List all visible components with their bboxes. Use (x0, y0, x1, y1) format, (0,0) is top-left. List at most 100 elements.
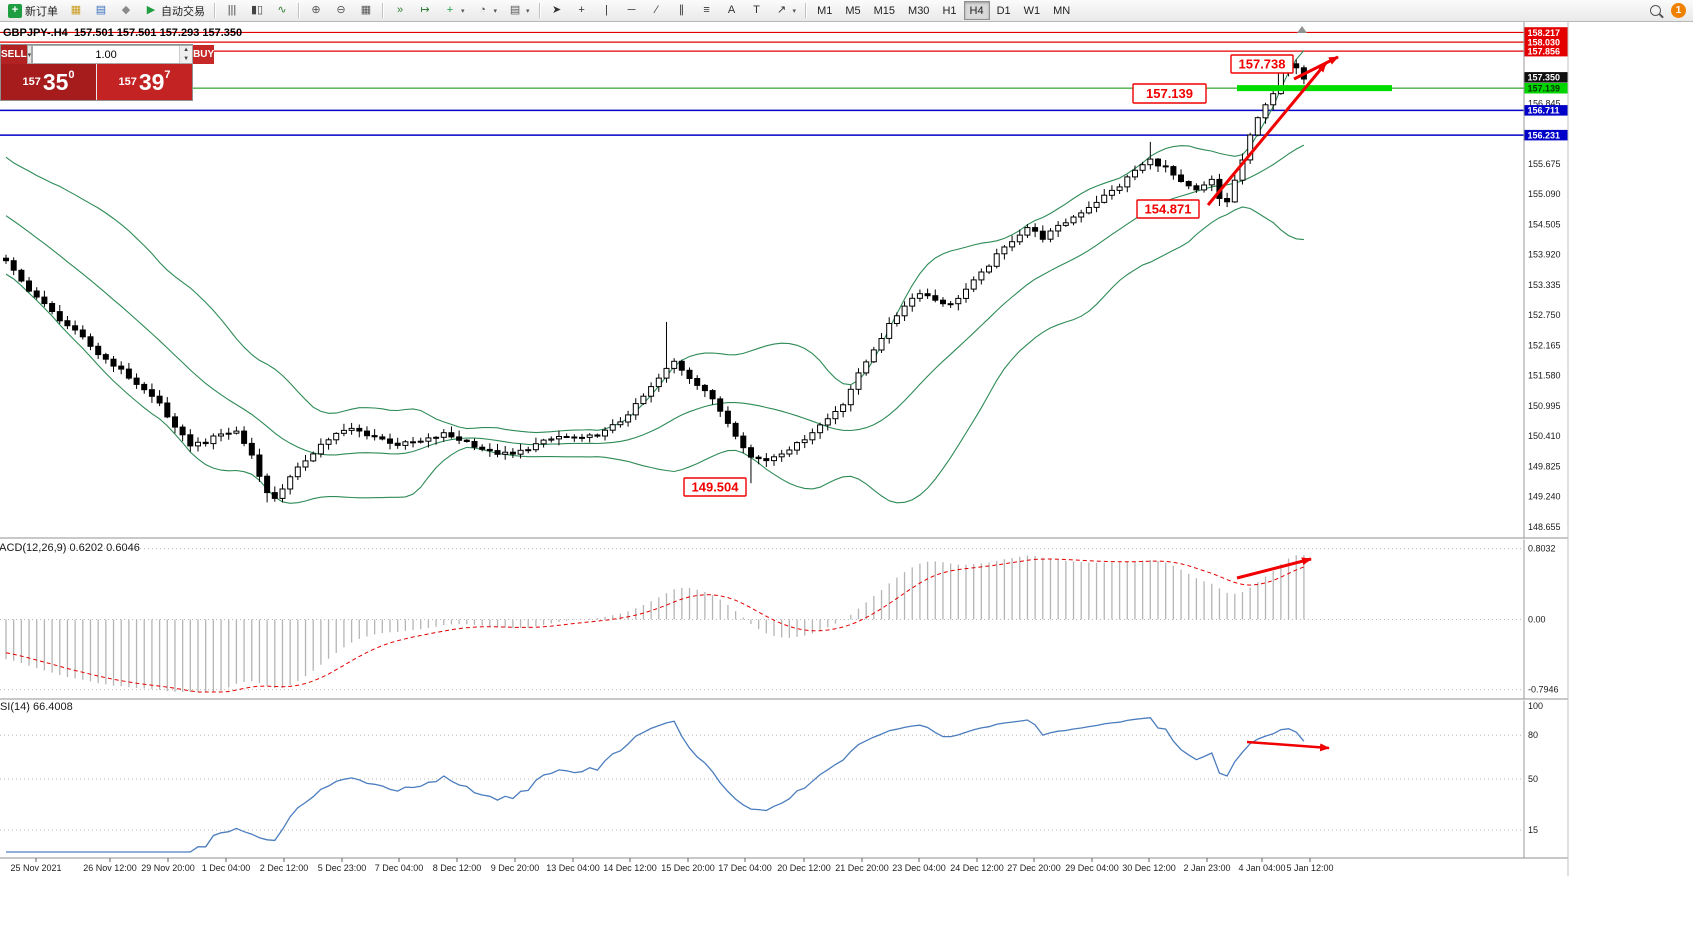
toolbar-separator (538, 3, 541, 18)
auto-trading-button[interactable]: ▶ 自动交易 (139, 1, 210, 20)
macd-indicator-label: MACD(12,26,9) 0.6202 0.6046 (0, 542, 140, 554)
bar-chart-button[interactable]: ||| (220, 1, 244, 20)
volume-input[interactable] (33, 46, 180, 63)
timeframe-w1-button[interactable]: W1 (1018, 1, 1047, 20)
auto-trading-label: 自动交易 (161, 5, 205, 18)
candlesticks (3, 57, 1307, 503)
chart-shift-button[interactable]: ↦ (413, 1, 437, 20)
timeframe-h1-button[interactable]: H1 (936, 1, 962, 20)
svg-text:157.350: 157.350 (1528, 73, 1561, 83)
market-watch-icon: ▦ (70, 4, 82, 16)
toolbar-right-group: 1 (1645, 1, 1690, 20)
notification-badge[interactable]: 1 (1671, 3, 1686, 18)
svg-text:5 Jan 12:00: 5 Jan 12:00 (1286, 863, 1333, 873)
periods-button[interactable]: ◔ ▾ (471, 1, 503, 20)
timeframe-mn-button[interactable]: MN (1047, 1, 1076, 20)
navigator-button[interactable]: ◆ (114, 1, 138, 20)
text-icon: A (727, 4, 736, 16)
svg-text:157.139: 157.139 (1146, 86, 1193, 101)
symbol-period: GBPJPY-.H4 (3, 27, 68, 39)
chart-shift-marker[interactable] (1297, 26, 1307, 33)
macd-name: MACD(12,26,9) (0, 542, 67, 554)
svg-text:0.00: 0.00 (1528, 615, 1546, 625)
trendline-button[interactable]: ∕ (645, 1, 669, 20)
periods-icon: ◔ (479, 4, 486, 16)
buy-price-prefix: 157 (118, 76, 137, 88)
svg-text:4 Jan 04:00: 4 Jan 04:00 (1238, 863, 1285, 873)
navigator-icon: ◆ (121, 4, 131, 16)
svg-text:156.711: 156.711 (1528, 106, 1560, 116)
svg-text:5 Dec 23:00: 5 Dec 23:00 (318, 863, 367, 873)
zoom-out-button[interactable]: ⊖ (329, 1, 353, 20)
svg-text:155.675: 155.675 (1528, 159, 1561, 169)
data-window-button[interactable]: ▤ (89, 1, 113, 20)
buy-button[interactable]: 157 39 7 (97, 64, 192, 100)
buy-price-sup: 7 (164, 69, 171, 81)
svg-text:15 Dec 20:00: 15 Dec 20:00 (661, 863, 715, 873)
one-click-trading-panel: SELL ▾ ▲ ▼ BUY 157 35 0 157 39 7 (0, 44, 215, 101)
timeframe-m1-button[interactable]: M1 (811, 1, 838, 20)
sell-tab[interactable]: SELL (1, 45, 27, 64)
timeframe-m15-button[interactable]: M15 (868, 1, 901, 20)
chevron-down-icon: ▾ (493, 7, 498, 15)
horizontal-line-icon: ─ (627, 4, 636, 16)
price-scale[interactable]: 156.845156.260155.675155.090154.505153.9… (1523, 22, 1568, 858)
timeframe-d1-button[interactable]: D1 (991, 1, 1017, 20)
buy-tab[interactable]: BUY (193, 45, 215, 64)
equidistant-channel-button[interactable]: ∥ (670, 1, 694, 20)
horizontal-lines[interactable] (0, 31, 1524, 136)
timeframe-h4-button[interactable]: H4 (963, 1, 990, 20)
timeframe-m5-button[interactable]: M5 (839, 1, 866, 20)
new-order-button[interactable]: + 新订单 (3, 1, 63, 20)
crosshair-button[interactable]: + (570, 1, 594, 20)
toolbar-separator (298, 3, 300, 18)
market-watch-button[interactable]: ▦ (64, 1, 88, 20)
indicators-button[interactable]: + ▾ (438, 1, 470, 20)
fibonacci-button[interactable]: ≡ (695, 1, 719, 20)
svg-text:7 Dec 04:00: 7 Dec 04:00 (375, 863, 424, 873)
svg-text:26 Nov 12:00: 26 Nov 12:00 (83, 863, 137, 873)
macd-panel: 0.8032 0.00 -0.7946 (0, 544, 1559, 695)
svg-text:150.995: 150.995 (1528, 401, 1561, 411)
svg-text:157.738: 157.738 (1239, 57, 1286, 72)
time-axis[interactable]: 25 Nov 2021 26 Nov 12:00 29 Nov 20:00 1 Dec… (10, 858, 1334, 873)
templates-button[interactable]: ▤ ▾ (503, 1, 535, 20)
svg-text:153.920: 153.920 (1528, 250, 1561, 260)
svg-text:158.030: 158.030 (1528, 38, 1561, 48)
arrows-tool-button[interactable]: ↗ ▾ (770, 1, 802, 20)
svg-text:30 Dec 12:00: 30 Dec 12:00 (1122, 863, 1176, 873)
sell-button[interactable]: 157 35 0 (1, 64, 97, 100)
cursor-button[interactable]: ➤ (545, 1, 569, 20)
vertical-line-icon: | (605, 4, 608, 16)
auto-scroll-button[interactable]: » (388, 1, 412, 20)
trend-arrows[interactable] (1206, 55, 1339, 752)
text-label-button[interactable]: T (745, 1, 769, 20)
tile-windows-button[interactable]: ▦ (354, 1, 378, 20)
candlestick-chart-button[interactable]: ▮▯ (245, 1, 269, 20)
search-button[interactable] (1645, 1, 1666, 20)
svg-text:9 Dec 20:00: 9 Dec 20:00 (491, 863, 540, 873)
text-button[interactable]: A (720, 1, 744, 20)
vertical-line-button[interactable]: | (595, 1, 619, 20)
svg-text:155.090: 155.090 (1528, 189, 1561, 199)
volume-dropdown[interactable]: ▾ (26, 45, 33, 64)
volume-decrease-button[interactable]: ▼ (180, 54, 193, 63)
line-chart-button[interactable]: ∿ (270, 1, 294, 20)
fibonacci-icon: ≡ (703, 4, 710, 16)
svg-text:8 Dec 12:00: 8 Dec 12:00 (433, 863, 482, 873)
chart-symbol-title: GBPJPY-.H4 157.501 157.501 157.293 157.3… (3, 27, 242, 39)
timeframe-m30-button[interactable]: M30 (902, 1, 935, 20)
sell-price-big: 35 (42, 68, 69, 95)
svg-text:2 Jan 23:00: 2 Jan 23:00 (1183, 863, 1230, 873)
volume-increase-button[interactable]: ▲ (180, 46, 193, 55)
zoom-in-button[interactable]: ⊕ (304, 1, 328, 20)
line-chart-icon: ∿ (277, 4, 287, 16)
price-annotations[interactable]: 157.738 157.139 154.871 149.504 (683, 54, 1294, 497)
chevron-down-icon: ▾ (461, 7, 465, 15)
svg-text:24 Dec 12:00: 24 Dec 12:00 (950, 863, 1004, 873)
toolbar-separator (805, 3, 808, 18)
svg-text:14 Dec 12:00: 14 Dec 12:00 (603, 863, 657, 873)
svg-text:25 Nov 2021: 25 Nov 2021 (10, 863, 61, 873)
horizontal-line-button[interactable]: ─ (620, 1, 644, 20)
